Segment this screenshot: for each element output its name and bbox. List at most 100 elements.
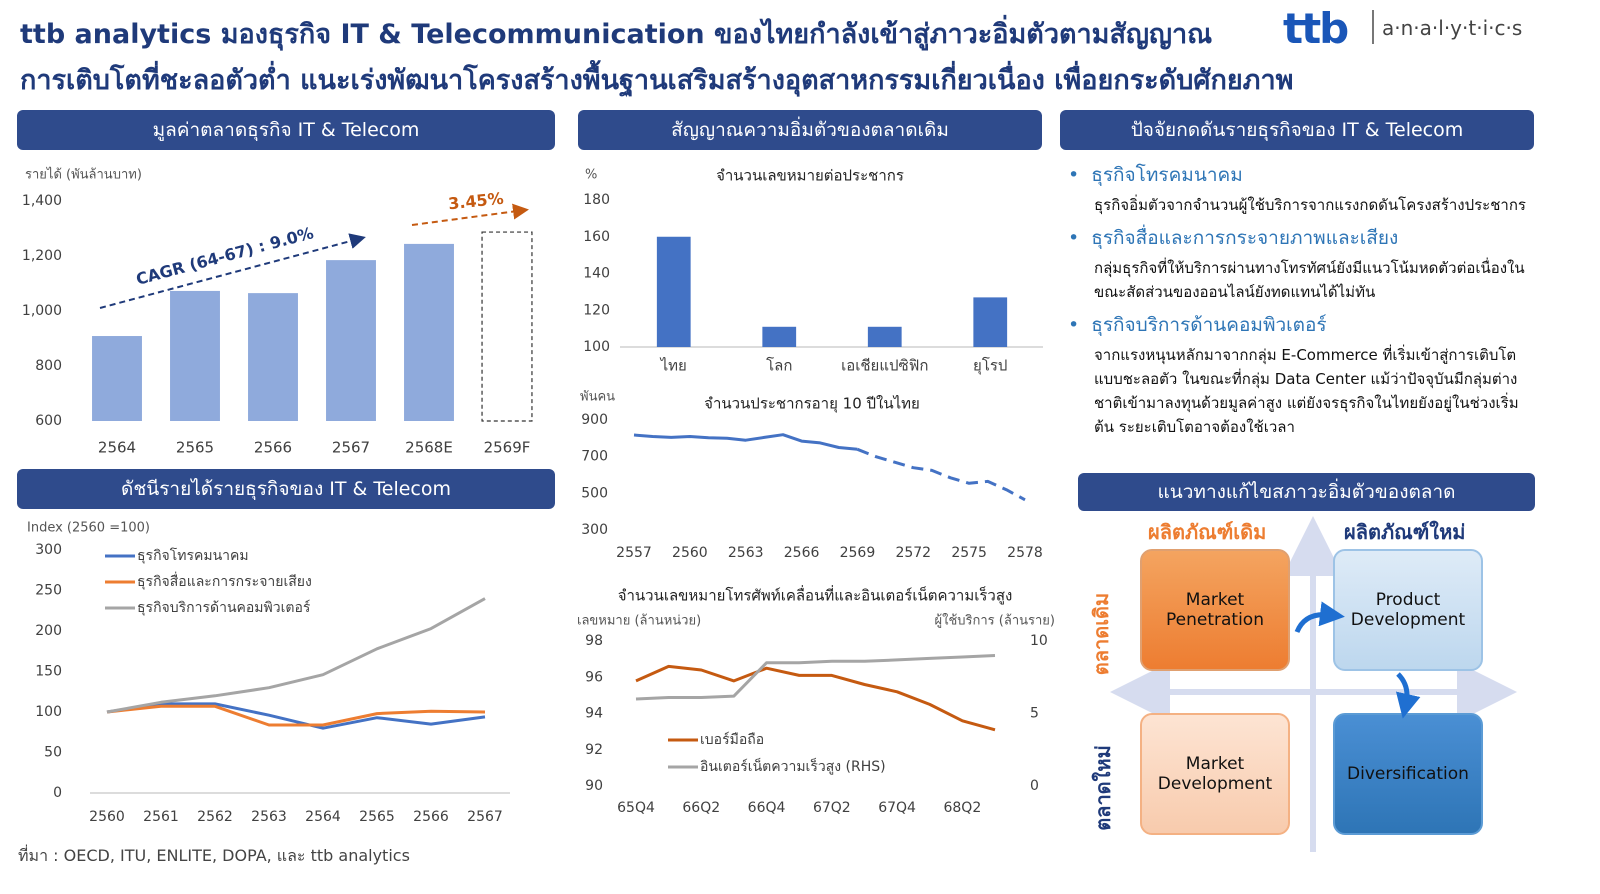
legend-label: ธุรกิจสื่อและการกระจายเสียง	[137, 572, 312, 590]
y-tick-label: 180	[583, 192, 610, 208]
bar	[170, 290, 220, 421]
x-tick-label: เอเชียแปซิฟิก	[841, 357, 928, 375]
line	[106, 702, 486, 730]
x-tick-label: 2561	[143, 809, 179, 825]
y-tick-label: 98	[585, 633, 603, 649]
matrix-cell: Market Development	[1140, 713, 1290, 835]
matrix-column: ผลิตภัณฑ์ใหม่	[1344, 520, 1466, 544]
x-tick-label: 2578	[1007, 545, 1043, 561]
y-tick-label: 0	[53, 785, 62, 801]
x-tick-label: 2563	[251, 809, 287, 825]
trend-arrow	[99, 233, 366, 309]
y-axis-label: รายได้ (พันล้านบาท)	[25, 167, 142, 183]
panel-header: ปัจจัยกดดันรายธุรกิจของ IT & Telecom	[1060, 110, 1534, 150]
panel-header: สัญญาณความอิ่มตัวของตลาดเดิม	[578, 110, 1042, 150]
panel-header: ดัชนีรายได้รายธุรกิจของ IT & Telecom	[17, 469, 555, 509]
x-tick-label: 2566	[413, 809, 449, 825]
x-tick-label: 2560	[89, 809, 125, 825]
matrix-row: ตลาดใหม่	[1090, 745, 1115, 831]
matrix-cell: Market Penetration	[1140, 549, 1290, 671]
y-tick-label: 250	[35, 583, 62, 599]
source: ที่มา : OECD, ITU, ENLITE, DOPA, และ ttb…	[18, 846, 410, 865]
x-tick-label: 2566	[254, 439, 292, 457]
x-tick-label: 2564	[98, 439, 136, 457]
x-tick-label: 2572	[895, 545, 931, 561]
x-tick-label: 2569	[840, 545, 876, 561]
y-tick-label: 120	[583, 302, 610, 318]
x-tick-label: 67Q2	[813, 800, 851, 816]
x-tick-label: 2563	[728, 545, 764, 561]
y-tick-label: 100	[35, 704, 62, 720]
bar	[762, 326, 797, 347]
x-tick-label: 66Q4	[748, 800, 786, 816]
y2-tick-label: 5	[1030, 706, 1039, 722]
y-tick-label: 300	[581, 522, 608, 538]
annotation: CAGR (64-67) : 9.0%	[134, 223, 316, 289]
matrix-column: ผลิตภัณฑ์เดิม	[1148, 520, 1267, 544]
x-tick-label: 2567	[332, 439, 370, 457]
factor-body: ธุรกิจอิ่มตัวจากจำนวนผู้ใช้บริการจากแรงก…	[1094, 196, 1526, 214]
y-tick-label: 1,000	[22, 303, 62, 319]
chart-title: จำนวนเลขหมายต่อประชากร	[716, 167, 904, 185]
y-axis-label: เลขหมาย (ล้านหน่วย)	[577, 614, 701, 629]
y-tick-label: 50	[44, 745, 62, 761]
y-tick-label: 800	[35, 358, 62, 374]
legend-label: ธุรกิจโทรคมนาคม	[137, 547, 249, 564]
x-tick-label: ไทย	[660, 357, 687, 375]
y-tick-label: 92	[585, 742, 603, 758]
annotation: 3.45%	[447, 189, 504, 214]
bar	[481, 231, 533, 422]
y-tick-label: 500	[581, 485, 608, 501]
y-tick-label: 700	[581, 449, 608, 465]
y-axis-label: %	[585, 168, 597, 183]
y-tick-label: 96	[585, 669, 603, 685]
matrix-row: ตลาดเดิม	[1089, 592, 1114, 676]
y-tick-label: 900	[581, 412, 608, 428]
x-tick-label: โลก	[766, 357, 792, 375]
title: ttb analytics มองธุรกิจ IT & Telecommuni…	[20, 19, 1213, 50]
title: การเติบโตที่ชะลอตัวต่ำ แนะเร่งพัฒนาโครงส…	[20, 65, 1294, 96]
legend-label: ธุรกิจบริการด้านคอมพิวเตอร์	[137, 599, 311, 616]
x-tick-label: 2566	[784, 545, 820, 561]
chart-title: จำนวนประชากรอายุ 10 ปีในไทย	[704, 395, 920, 414]
logo-divider	[1372, 10, 1374, 44]
legend-label: อินเตอร์เน็ตความเร็วสูง (RHS)	[700, 757, 886, 775]
x-tick-label: 67Q4	[878, 800, 916, 816]
y-tick-label: 100	[583, 339, 610, 355]
bar	[248, 293, 298, 421]
matrix-cell: Product Development	[1333, 549, 1483, 671]
x-tick-label: 68Q2	[943, 800, 981, 816]
x-tick-label: 66Q2	[682, 800, 720, 816]
x-tick-label: 65Q4	[617, 800, 655, 816]
x-tick-label: 2569F	[484, 439, 531, 457]
x-tick-label: 2567	[467, 809, 503, 825]
bar	[656, 236, 691, 347]
factor-heading: ธุรกิจบริการด้านคอมพิวเตอร์	[1068, 310, 1538, 340]
x-tick-label: ยุโรป	[973, 357, 1007, 376]
legend-label: เบอร์มือถือ	[700, 731, 764, 748]
factor-body: กลุ่มธุรกิจที่ให้บริการผ่านทางโทรทัศน์ยั…	[1094, 259, 1525, 301]
logo-sub: a·n·a·l·y·t·i·c·s	[1382, 16, 1523, 40]
y2-axis-label: ผู้ใช้บริการ (ล้านราย)	[934, 613, 1055, 629]
factor-heading: ธุรกิจสื่อและการกระจายภาพและเสียง	[1068, 223, 1538, 253]
x-tick-label: 2557	[616, 545, 652, 561]
factor-body: จากแรงหนุนหลักมาจากกลุ่ม E-Commerce ที่เ…	[1094, 346, 1519, 436]
y-tick-label: 600	[35, 413, 62, 429]
line	[106, 597, 486, 714]
logo: ttb	[1283, 4, 1349, 53]
matrix-cell: Diversification	[1333, 713, 1483, 835]
y-tick-label: 200	[35, 623, 62, 639]
bar	[973, 297, 1008, 347]
line	[635, 654, 996, 701]
y-tick-label: 150	[35, 664, 62, 680]
y2-tick-label: 0	[1030, 778, 1039, 794]
line	[856, 447, 1026, 502]
y-axis-label: พันคน	[580, 390, 615, 405]
x-tick-label: 2562	[197, 809, 233, 825]
line	[106, 704, 486, 727]
y-tick-label: 160	[583, 229, 610, 245]
y-axis-label: Index (2560 =100)	[27, 521, 150, 536]
y-tick-label: 94	[585, 706, 603, 722]
